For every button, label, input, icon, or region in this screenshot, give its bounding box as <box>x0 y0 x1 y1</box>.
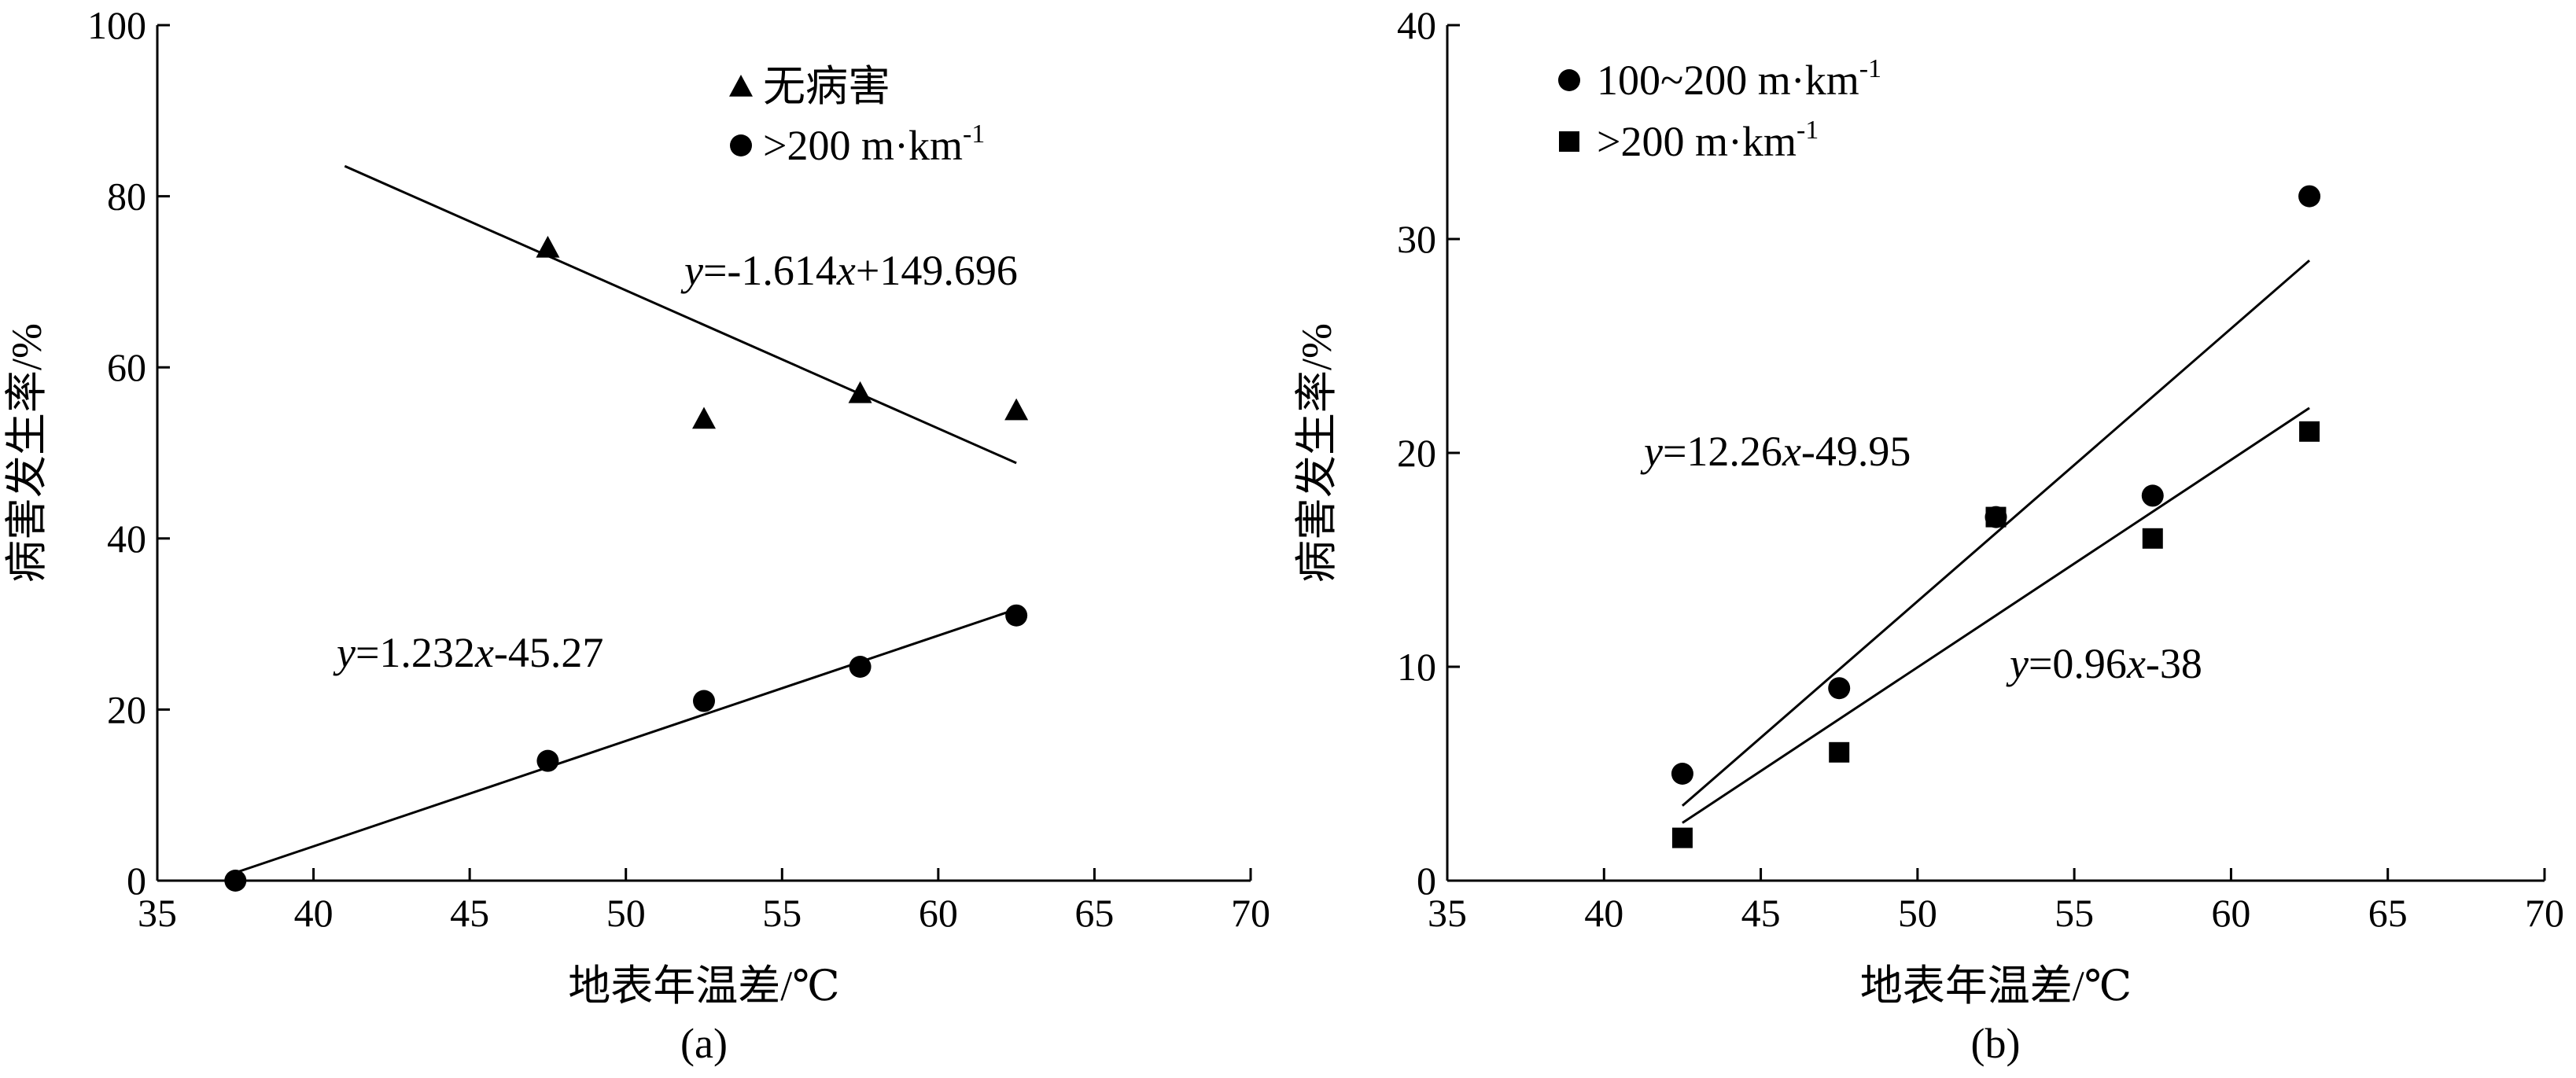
y-tick-label: 10 <box>1397 645 1436 689</box>
x-tick-label: 45 <box>1741 891 1781 935</box>
x-tick-label: 55 <box>762 891 802 935</box>
x-tick-label: 65 <box>2368 891 2408 935</box>
data-point-circle <box>224 870 247 892</box>
y-axis-title: 病害发生率/% <box>3 323 50 583</box>
y-tick-label: 40 <box>1397 3 1436 47</box>
data-point-circle <box>1005 604 1028 627</box>
x-axis-title: 地表年温差/℃ <box>568 962 839 1010</box>
y-tick-label: 0 <box>1417 859 1436 903</box>
data-point-square <box>2299 421 2320 442</box>
x-tick-label: 60 <box>2211 891 2250 935</box>
panel-label: (b) <box>1971 1020 2021 1067</box>
x-tick-label: 70 <box>1231 891 1270 935</box>
data-point-square <box>2142 528 2163 549</box>
data-point-square <box>1829 741 1850 763</box>
data-point-circle <box>1671 763 1693 785</box>
fit-equation: y=1.232x-45.27 <box>333 629 603 676</box>
trend-line <box>344 164 1017 465</box>
data-point-square <box>1671 827 1693 848</box>
fit-equation: y=0.96x-38 <box>2006 640 2202 687</box>
legend-label: 无病害 <box>763 63 890 110</box>
x-tick-label: 50 <box>1898 891 1937 935</box>
x-tick-label: 55 <box>2055 891 2094 935</box>
x-tick-label: 70 <box>2525 891 2564 935</box>
y-tick-label: 40 <box>107 517 146 561</box>
legend-symbol-circle <box>730 134 752 156</box>
y-tick-label: 20 <box>107 687 146 731</box>
legend-label: 100~200 m·km-1 <box>1597 54 1881 104</box>
y-tick-label: 60 <box>107 345 146 389</box>
data-point-circle <box>1828 677 1851 700</box>
x-tick-label: 40 <box>294 891 334 935</box>
fit-equation: y=12.26x-49.95 <box>1640 428 1911 475</box>
y-tick-label: 80 <box>107 175 146 219</box>
fit-equation: y=-1.614x+149.696 <box>680 247 1018 294</box>
y-tick-label: 30 <box>1397 217 1436 261</box>
x-tick-label: 35 <box>1428 891 1467 935</box>
data-point-triangle <box>536 235 560 258</box>
legend-symbol-circle <box>1558 69 1580 91</box>
trend-line <box>1681 259 2311 807</box>
data-point-triangle <box>848 381 872 403</box>
x-tick-label: 45 <box>450 891 489 935</box>
trend-line <box>1682 407 2310 824</box>
x-tick-label: 60 <box>919 891 958 935</box>
trend-line <box>234 608 1017 874</box>
data-point-circle <box>536 749 559 772</box>
panel-label: (a) <box>680 1020 728 1067</box>
data-point-circle <box>693 690 715 712</box>
legend-symbol-triangle <box>729 75 753 97</box>
chart-panel-b: 35 40 45 50 55 60 65 70 0 10 20 30 40 地表年温差/℃ 病害发生率/% (… <box>1293 3 2564 1067</box>
x-tick-label: 65 <box>1074 891 1114 935</box>
chart-panel-a: 35 40 45 50 55 60 65 70 0 20 40 60 80 100 地表年温差/℃ 病害发生率… <box>3 3 1270 1067</box>
y-tick-label: 100 <box>87 3 146 47</box>
legend-label: >200 m·km-1 <box>1597 116 1819 165</box>
data-point-square <box>1985 506 2007 528</box>
data-point-circle <box>2141 484 2164 507</box>
y-tick-label: 20 <box>1397 431 1436 475</box>
x-tick-label: 40 <box>1584 891 1623 935</box>
x-tick-label: 35 <box>138 891 177 935</box>
y-tick-label: 0 <box>127 859 146 903</box>
x-axis-title: 地表年温差/℃ <box>1860 962 2132 1010</box>
x-tick-label: 50 <box>606 891 646 935</box>
data-point-circle <box>849 656 872 678</box>
data-point-triangle <box>1004 398 1029 421</box>
data-point-triangle <box>692 407 716 429</box>
data-point-circle <box>2298 185 2321 208</box>
legend-label: >200 m·km-1 <box>763 120 985 169</box>
legend-symbol-square <box>1559 131 1579 152</box>
y-axis-title: 病害发生率/% <box>1293 323 1340 583</box>
